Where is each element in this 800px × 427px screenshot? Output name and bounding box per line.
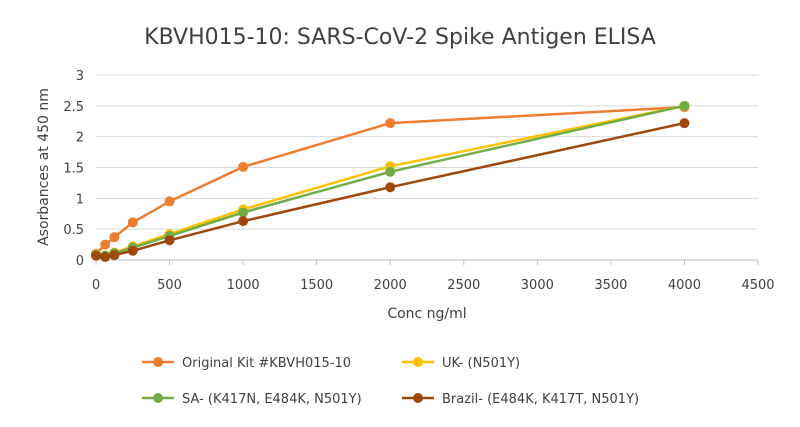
y-tick-label: 0 <box>76 254 84 269</box>
data-point <box>100 239 111 250</box>
data-point <box>679 118 690 129</box>
x-axis-label: Conc ng/ml <box>387 306 466 322</box>
x-tick-label: 2500 <box>447 278 480 293</box>
data-point <box>385 182 396 193</box>
legend-label: Brazil- (E484K, K417T, N501Y) <box>442 392 639 407</box>
series-group <box>91 100 690 262</box>
data-point <box>164 196 175 207</box>
y-tick-label: 2 <box>76 131 84 146</box>
x-tick-label: 500 <box>157 278 182 293</box>
x-tick-label: 3500 <box>594 278 627 293</box>
legend-entry: SA- (K417N, E484K, N501Y) <box>142 392 362 407</box>
data-point <box>91 250 101 261</box>
data-point <box>127 217 138 228</box>
legend-label: UK- (N501Y) <box>442 356 520 371</box>
axes: 0 0.5 1 1.5 2 2.5 3 0 500 1000 1500 2000 2500 3000 350… <box>63 69 774 293</box>
legend-entry: Brazil- (E484K, K417T, N501Y) <box>402 392 639 407</box>
legend-entry: Original Kit #KBVH015-10 <box>142 356 351 371</box>
x-tick-label: 3000 <box>521 278 554 293</box>
series-3 <box>91 118 690 262</box>
data-point <box>238 161 249 172</box>
legend-swatch-marker <box>153 393 163 403</box>
legend-entry: UK- (N501Y) <box>402 356 520 371</box>
x-tick-label: 4500 <box>741 278 774 293</box>
legend-swatch-marker <box>153 357 163 367</box>
x-tick-label: 0 <box>92 278 100 293</box>
data-point <box>238 216 249 227</box>
data-point <box>109 250 120 261</box>
gridlines <box>96 74 758 230</box>
data-point <box>127 245 138 256</box>
y-tick-label: 1.5 <box>63 162 84 177</box>
x-tick-label: 1000 <box>227 278 260 293</box>
series-line <box>95 104 685 257</box>
series-line <box>95 104 685 257</box>
legend-swatch-marker <box>413 357 423 367</box>
x-tick-label: 1500 <box>300 278 333 293</box>
x-tick-label: 4000 <box>668 278 701 293</box>
data-point <box>238 207 249 218</box>
y-axis-label: Asorbances at 450 nm <box>36 88 52 246</box>
data-point <box>100 251 111 262</box>
data-point <box>679 100 690 111</box>
legend: Original Kit #KBVH015-10 UK- (N501Y) SA- (… <box>142 356 639 407</box>
y-tick-label: 2.5 <box>63 100 84 115</box>
legend-swatch-marker <box>413 393 423 403</box>
legend-label: SA- (K417N, E484K, N501Y) <box>182 392 362 407</box>
y-tick-label: 1 <box>76 192 84 207</box>
legend-label: Original Kit #KBVH015-10 <box>182 356 351 371</box>
data-point <box>385 118 396 129</box>
y-tick-label: 3 <box>76 69 84 84</box>
chart-title: KBVH015-10: SARS-CoV-2 Spike Antigen ELI… <box>144 25 656 50</box>
y-tick-label: 0.5 <box>63 223 84 238</box>
data-point <box>385 166 396 177</box>
x-tick-label: 2000 <box>374 278 407 293</box>
data-point <box>109 232 120 243</box>
data-point <box>164 235 175 246</box>
